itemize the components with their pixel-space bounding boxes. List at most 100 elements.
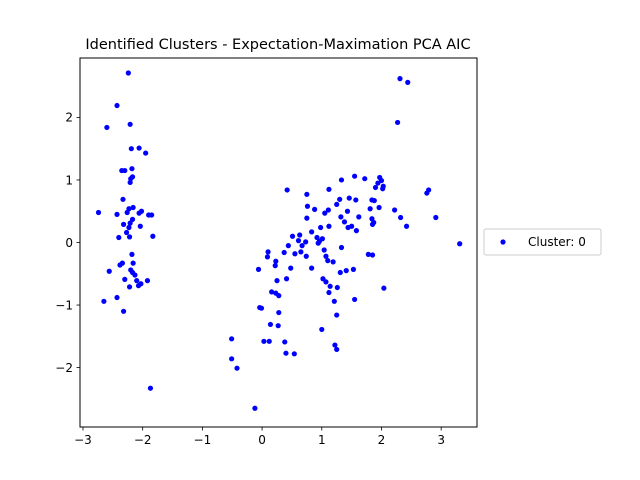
scatter-point — [258, 305, 265, 311]
scatter-point — [371, 197, 377, 204]
scatter-point — [392, 207, 398, 213]
scatter-point — [135, 283, 142, 289]
scatter-point — [372, 184, 379, 191]
scatter-point — [344, 208, 351, 214]
scatter-point — [128, 146, 134, 152]
x-axis-ticks: −3 −2 −1 0 1 2 3 — [74, 427, 445, 447]
scatter-point — [147, 385, 154, 391]
scatter-point — [295, 238, 302, 244]
scatter-point — [337, 196, 343, 202]
scatter-point — [332, 342, 338, 348]
x-tick-label: −1 — [194, 433, 212, 447]
scatter-point — [282, 339, 288, 345]
scatter-point — [252, 405, 258, 411]
legend-label-cluster-0: Cluster: 0 — [528, 235, 586, 249]
scatter-point — [126, 224, 132, 231]
scatter-point — [353, 228, 360, 234]
scatter-point — [297, 232, 303, 238]
scatter-point — [120, 308, 127, 314]
scatter-point — [353, 197, 359, 203]
y-tick-label: 2 — [65, 111, 73, 125]
scatter-point — [433, 214, 439, 221]
scatter-point — [127, 220, 133, 226]
scatter-point — [395, 119, 401, 126]
scatter-point — [125, 70, 131, 76]
scatter-point — [381, 285, 387, 291]
scatter-point — [343, 268, 349, 274]
scatter-point — [331, 298, 337, 304]
scatter-point — [352, 173, 358, 179]
scatter-point — [281, 249, 287, 256]
scatter-point — [345, 224, 351, 231]
scatter-point — [283, 276, 290, 282]
scatter-point — [325, 207, 331, 213]
scatter-point — [350, 266, 357, 272]
scatter-point — [275, 323, 281, 329]
scatter-point — [405, 79, 411, 85]
x-tick-label: −2 — [134, 433, 152, 447]
x-tick-label: 0 — [258, 433, 266, 447]
chart-title: Identified Clusters - Expectation-Maxima… — [85, 37, 470, 53]
y-tick-label: −2 — [55, 361, 73, 375]
scatter-point — [114, 211, 120, 217]
scatter-point — [122, 167, 128, 174]
scatter-point — [291, 351, 297, 357]
scatter-point — [309, 265, 315, 271]
scatter-point — [234, 365, 240, 371]
scatter-point — [120, 196, 126, 202]
scatter-point — [365, 251, 371, 257]
scatter-point — [334, 346, 340, 353]
scatter-point — [326, 289, 332, 296]
scatter-point — [269, 289, 275, 295]
scatter-point — [124, 209, 130, 216]
y-tick-label: −1 — [55, 298, 73, 312]
scatter-point — [322, 210, 328, 216]
scatter-point — [334, 312, 340, 318]
scatter-point — [380, 186, 386, 192]
scatter-point — [304, 215, 310, 221]
scatter-point — [127, 179, 133, 186]
scatter-point — [261, 338, 267, 344]
scatter-point — [326, 186, 332, 192]
scatter-point — [312, 206, 318, 212]
scatter-point — [338, 214, 344, 220]
scatter-point — [132, 272, 138, 278]
scatter-point — [337, 269, 343, 276]
scatter-point — [397, 76, 403, 82]
scatter-point — [136, 145, 142, 151]
scatter-point — [129, 166, 135, 172]
scatter-point — [362, 176, 368, 182]
scatter-point — [323, 253, 329, 259]
legend-marker-cluster-0 — [500, 239, 506, 245]
x-tick-label: −3 — [74, 433, 92, 447]
scatter-point — [114, 294, 120, 301]
scatter-point — [126, 234, 133, 240]
scatter-point — [304, 203, 311, 209]
scatter-point — [321, 247, 327, 253]
scatter-point — [303, 253, 309, 259]
scatter-point — [352, 296, 358, 303]
scatter-point — [424, 190, 430, 196]
scatter-point — [106, 268, 112, 274]
scatter-point — [369, 221, 376, 227]
scatter-point — [326, 223, 332, 229]
scatter-point — [144, 278, 151, 284]
x-tick-label: 3 — [437, 433, 445, 447]
scatter-point — [457, 241, 463, 247]
scatter-point — [134, 278, 140, 284]
scatter-point — [273, 258, 279, 264]
scatter-point — [150, 233, 156, 239]
scatter-point — [285, 243, 291, 249]
scatter-point — [289, 233, 296, 239]
scatter-point — [130, 204, 136, 211]
scatter-point — [334, 201, 340, 207]
scatter-point — [314, 234, 320, 241]
scatter-point — [292, 251, 298, 257]
scatter-point — [129, 216, 136, 222]
scatter-point — [126, 284, 133, 290]
scatter-point — [101, 298, 107, 304]
scatter-point — [122, 276, 128, 282]
scatter-point — [272, 263, 278, 269]
scatter-point — [338, 244, 345, 251]
